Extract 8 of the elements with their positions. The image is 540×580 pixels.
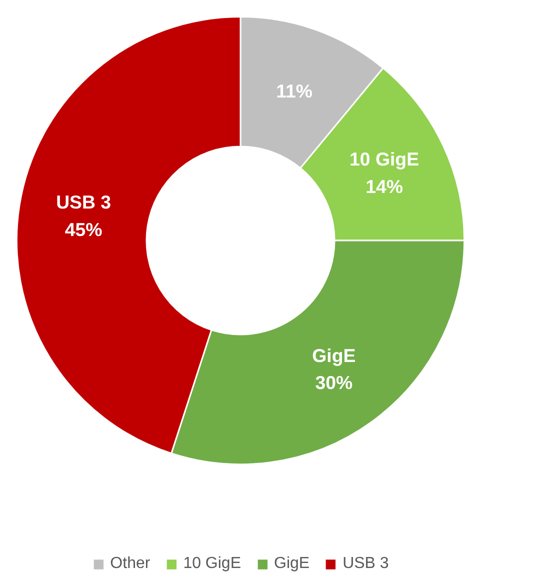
data-label: 11%	[276, 80, 313, 102]
legend-label: GigE	[274, 555, 310, 574]
legend-label: USB 3	[342, 555, 389, 574]
data-label: 10 GigE 14%	[350, 148, 420, 197]
data-label: GigE 30%	[312, 344, 356, 394]
legend-label: Other	[110, 555, 150, 574]
legend-label: 10 GigE	[183, 555, 241, 574]
data-label: USB 3 45%	[56, 191, 112, 240]
